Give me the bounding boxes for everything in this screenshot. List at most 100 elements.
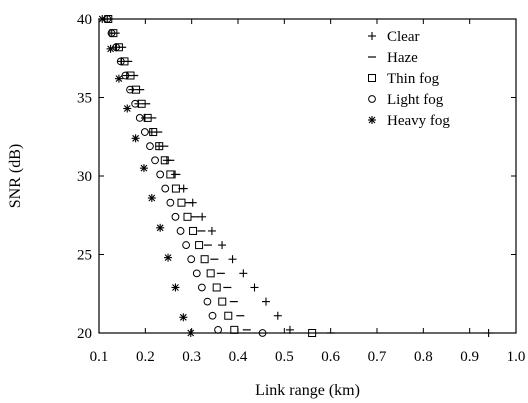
legend-marker [368, 116, 376, 124]
data-point [177, 198, 186, 207]
data-point [187, 255, 196, 264]
x-tick-label: 1.0 [507, 349, 526, 365]
data-point [126, 85, 134, 94]
data-point [107, 29, 116, 38]
data-point [146, 142, 154, 151]
x-axis-ticks: 0.1 0.2 0.3 0.4 0.5 0.6 0.7 0.8 0.9 1.0 [90, 19, 526, 365]
data-point [176, 227, 185, 235]
data-point [218, 241, 227, 250]
data-point [98, 15, 107, 23]
data-point [121, 71, 130, 80]
data-point [261, 297, 270, 306]
series-heavy-fog [98, 15, 195, 337]
data-point [285, 325, 294, 334]
data-point [218, 297, 227, 306]
legend-label: Thin fog [387, 71, 440, 87]
data-point [120, 57, 129, 66]
data-point [132, 85, 141, 94]
data-point [250, 283, 259, 292]
x-tick-label: 0.5 [275, 349, 294, 365]
y-tick-label: 35 [77, 91, 92, 107]
data-point [116, 57, 125, 66]
data-point [126, 71, 135, 80]
data-point [131, 134, 140, 143]
legend-marker [368, 95, 376, 103]
data-point [114, 74, 123, 83]
data-point [131, 99, 140, 108]
data-point [203, 297, 212, 306]
data-point [207, 226, 216, 235]
data-point [212, 283, 221, 292]
data-point [171, 184, 180, 193]
data-point [139, 164, 148, 173]
data-point [109, 29, 118, 38]
data-point [308, 329, 317, 337]
x-tick-label: 0.3 [182, 349, 201, 365]
data-point [200, 255, 209, 264]
data-point [197, 283, 206, 292]
data-point [258, 329, 267, 337]
data-point [228, 255, 237, 264]
data-point [114, 43, 123, 52]
data-point [224, 311, 233, 320]
data-marks [98, 15, 493, 337]
data-point [140, 113, 149, 122]
data-point [189, 226, 198, 235]
data-point [171, 212, 180, 221]
data-point [179, 313, 188, 322]
x-tick-label: 0.4 [229, 349, 248, 365]
legend-label: Light fog [387, 92, 444, 108]
data-point [239, 269, 248, 278]
y-tick-label: 30 [77, 169, 92, 185]
data-point [156, 170, 165, 179]
data-point [166, 170, 175, 179]
legend: Clear Haze Thin fog Light fog Heavy fog [368, 29, 450, 129]
data-point [166, 198, 175, 207]
data-point [198, 212, 207, 221]
data-point [273, 311, 282, 320]
data-point [195, 241, 204, 250]
data-point [164, 253, 173, 262]
data-point [230, 325, 239, 334]
legend-marker [368, 74, 376, 82]
legend-label: Heavy fog [387, 113, 450, 129]
data-point [155, 142, 164, 151]
x-tick-label: 0.7 [368, 349, 387, 365]
data-point [123, 104, 132, 113]
x-tick-label: 0.6 [321, 349, 340, 365]
plot-area-frame [98, 18, 517, 334]
x-tick-label: 0.2 [136, 349, 155, 365]
data-point [106, 44, 115, 53]
y-axis-ticks: 20 25 30 35 40 [77, 12, 516, 342]
data-point [149, 128, 158, 137]
data-point [151, 156, 159, 165]
series-clear [103, 15, 493, 337]
data-point [206, 269, 215, 278]
data-point [161, 184, 170, 193]
data-point [140, 128, 149, 136]
data-point [135, 114, 144, 122]
data-point [186, 329, 195, 337]
data-point [182, 241, 191, 249]
data-point [143, 113, 152, 122]
x-tick-label: 0.1 [90, 349, 109, 365]
x-axis-label: Link range (km) [255, 382, 360, 399]
series-light-fog [103, 15, 267, 337]
data-point [147, 193, 156, 202]
y-tick-label: 40 [77, 12, 92, 28]
data-point [156, 223, 165, 232]
y-tick-label: 20 [77, 326, 92, 342]
series-thin-fog [104, 15, 317, 337]
data-point [214, 325, 222, 334]
data-point [208, 311, 217, 320]
legend-label: Haze [387, 50, 418, 66]
x-tick-label: 0.8 [414, 349, 433, 365]
y-axis-label: SNR (dB) [7, 144, 24, 208]
data-point [484, 329, 493, 337]
legend-marker [368, 32, 376, 40]
data-point [171, 283, 180, 292]
y-tick-label: 25 [77, 248, 92, 264]
data-point [192, 269, 201, 278]
legend-label: Clear [387, 29, 419, 45]
